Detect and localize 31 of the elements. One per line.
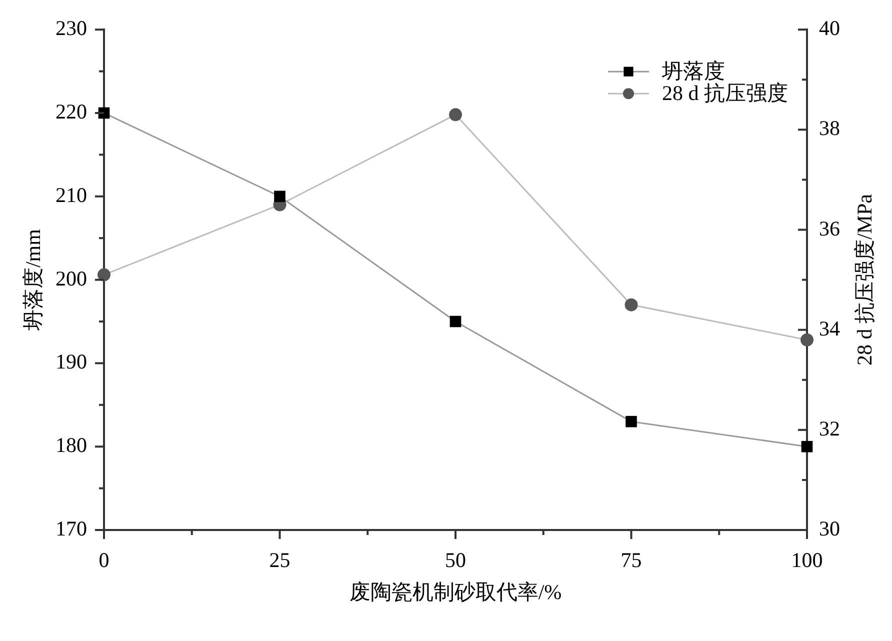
- y-axis-title: 坍落度/mm: [21, 229, 46, 332]
- y-tick-label: 210: [56, 182, 87, 207]
- point: [274, 190, 286, 202]
- y2-tick-label: 30: [819, 516, 840, 541]
- y2-axis-title: 28 d 抗压强度/MPa: [852, 193, 877, 366]
- y-tick-label: 180: [56, 433, 87, 458]
- x-tick-label: 0: [98, 548, 110, 572]
- x-axis-title: 废陶瓷机制砂取代率/%: [349, 580, 562, 604]
- y2-tick-label: 40: [819, 16, 840, 40]
- y-tick-label: 220: [56, 100, 87, 124]
- point: [450, 316, 462, 328]
- point: [624, 298, 638, 312]
- y2-tick-label: 32: [819, 416, 840, 440]
- y-tick-label: 230: [56, 16, 87, 40]
- x-tick-label: 75: [620, 548, 642, 572]
- y2-tick-label: 36: [819, 216, 840, 240]
- point: [801, 440, 813, 452]
- y2-tick-label: 38: [819, 116, 840, 140]
- y2-tick-label: 34: [819, 316, 840, 340]
- point: [98, 268, 110, 282]
- y-tick-label: 200: [56, 266, 87, 290]
- x-tick-label: 25: [269, 548, 290, 572]
- legend-label: 坍落度: [661, 59, 725, 84]
- legend-label: 28 d 抗压强度: [662, 81, 788, 106]
- x-tick-label: 100: [791, 548, 823, 572]
- point: [626, 416, 637, 428]
- y-tick-label: 190: [56, 350, 87, 374]
- x-tick-label: 50: [445, 548, 466, 572]
- point: [800, 333, 814, 346]
- point: [449, 108, 462, 122]
- y-tick-label: 170: [56, 516, 87, 541]
